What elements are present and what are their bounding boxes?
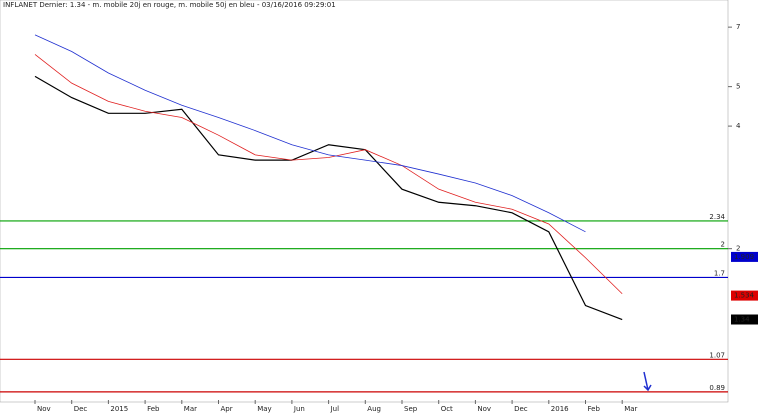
y-tick-label: 7: [736, 23, 740, 31]
plot-area: [0, 0, 729, 403]
x-tick-label: Oct: [441, 405, 453, 413]
x-tick-label: Jul: [330, 405, 340, 413]
x-tick-label: Nov: [477, 405, 491, 413]
level-label: 0.89: [709, 384, 725, 392]
price-marker: [731, 314, 758, 325]
x-tick-label: 2015: [110, 405, 128, 413]
price-marker: [731, 251, 758, 262]
x-tick-label: May: [257, 405, 271, 413]
x-tick-label: Dec: [74, 405, 88, 413]
x-tick-label: Aug: [367, 405, 381, 413]
level-label: 1.7: [714, 269, 725, 277]
x-tick-label: Mar: [624, 405, 637, 413]
price-marker-label: 1.34: [734, 316, 750, 324]
level-label: 1.07: [709, 351, 725, 359]
x-tick-label: Nov: [37, 405, 51, 413]
series-line: [34, 34, 586, 233]
series-line: [34, 75, 623, 321]
trend-arrow: [643, 371, 652, 392]
level-label: 2.34: [709, 213, 725, 221]
price-marker-label: 1.534: [734, 292, 755, 300]
level-label: 2: [721, 241, 725, 249]
x-tick-label: Jun: [293, 405, 305, 413]
price-marker-label: 1.909: [734, 253, 754, 261]
chart-title: INFLANET Dernier: 1.34 - m. mobile 20j e…: [3, 1, 336, 9]
series-line: [34, 54, 623, 295]
x-tick-label: Feb: [147, 405, 160, 413]
x-tick-label: Dec: [514, 405, 528, 413]
y-tick-label: 5: [736, 83, 740, 91]
x-tick-label: Apr: [221, 405, 233, 413]
y-tick-label: 4: [736, 122, 741, 130]
x-tick-label: Feb: [588, 405, 601, 413]
price-marker: [731, 290, 758, 301]
x-tick-label: Mar: [184, 405, 197, 413]
x-tick-label: Sep: [404, 405, 418, 413]
x-tick-label: 2016: [551, 405, 569, 413]
y-tick-label: 2: [736, 245, 740, 253]
